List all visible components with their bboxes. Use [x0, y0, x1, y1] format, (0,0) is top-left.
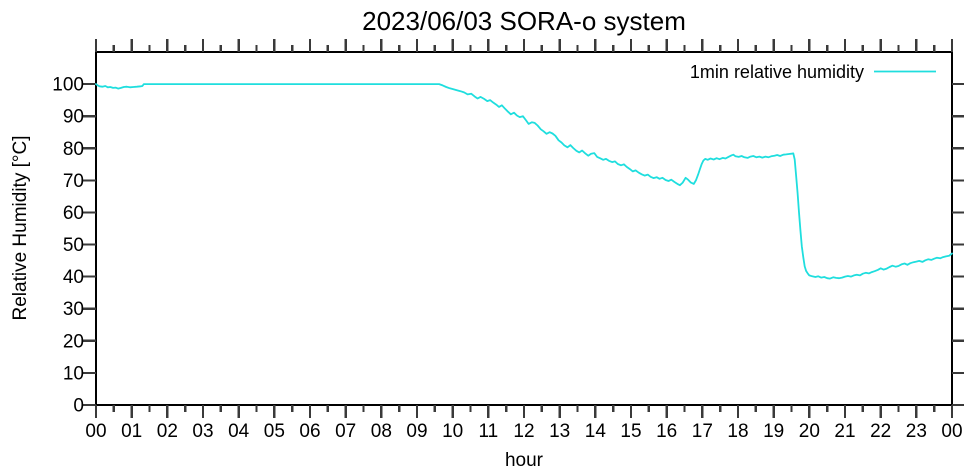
x-tick-label: 03 — [192, 421, 213, 442]
x-tick-label: 04 — [228, 421, 250, 442]
x-tick-label: 20 — [799, 421, 820, 442]
y-axis-label: Relative Humidity [°C] — [10, 136, 31, 321]
y-tick-label: 20 — [63, 331, 84, 352]
y-tick-label: 70 — [63, 171, 84, 192]
x-tick-label: 08 — [371, 421, 392, 442]
x-tick-label: 23 — [906, 421, 927, 442]
legend-label: 1min relative humidity — [690, 62, 864, 82]
x-tick-label: 05 — [264, 421, 285, 442]
x-tick-label: 17 — [692, 421, 713, 442]
x-tick-label: 06 — [299, 421, 320, 442]
x-tick-label: 10 — [442, 421, 463, 442]
y-tick-label: 10 — [63, 363, 84, 384]
x-tick-label: 11 — [478, 421, 498, 442]
x-axis-label: hour — [505, 450, 544, 471]
x-tick-label: 21 — [834, 421, 855, 442]
y-tick-label: 60 — [63, 203, 84, 224]
y-tick-label: 50 — [63, 235, 84, 256]
y-tick-label: 100 — [52, 75, 84, 96]
x-tick-label: 02 — [157, 421, 178, 442]
chart-title: 2023/06/03 SORA-o system — [362, 6, 686, 36]
x-tick-label: 00 — [941, 421, 962, 442]
x-tick-label: 16 — [656, 421, 677, 442]
x-tick-label: 13 — [549, 421, 570, 442]
y-tick-label: 0 — [73, 396, 84, 417]
x-tick-label: 00 — [85, 421, 106, 442]
x-tick-label: 19 — [763, 421, 784, 442]
x-tick-label: 07 — [335, 421, 356, 442]
x-tick-label: 12 — [513, 421, 534, 442]
x-tick-label: 22 — [870, 421, 891, 442]
x-tick-label: 18 — [727, 421, 748, 442]
x-tick-label: 15 — [620, 421, 641, 442]
y-tick-label: 90 — [63, 107, 84, 128]
series-line-1min-relative-humidity — [95, 83, 953, 280]
x-tick-label: 01 — [121, 421, 142, 442]
y-tick-label: 40 — [63, 267, 84, 288]
x-tick-label: 14 — [585, 421, 607, 442]
x-tick-label: 09 — [406, 421, 427, 442]
y-tick-label: 80 — [63, 139, 84, 160]
plot-area: 00 01 02 03 04 05 06 07 08 09 10 11 12 13 14 15 16 17 18 19… — [52, 39, 964, 442]
y-tick-label: 30 — [63, 299, 84, 320]
plot-frame — [94, 50, 954, 407]
